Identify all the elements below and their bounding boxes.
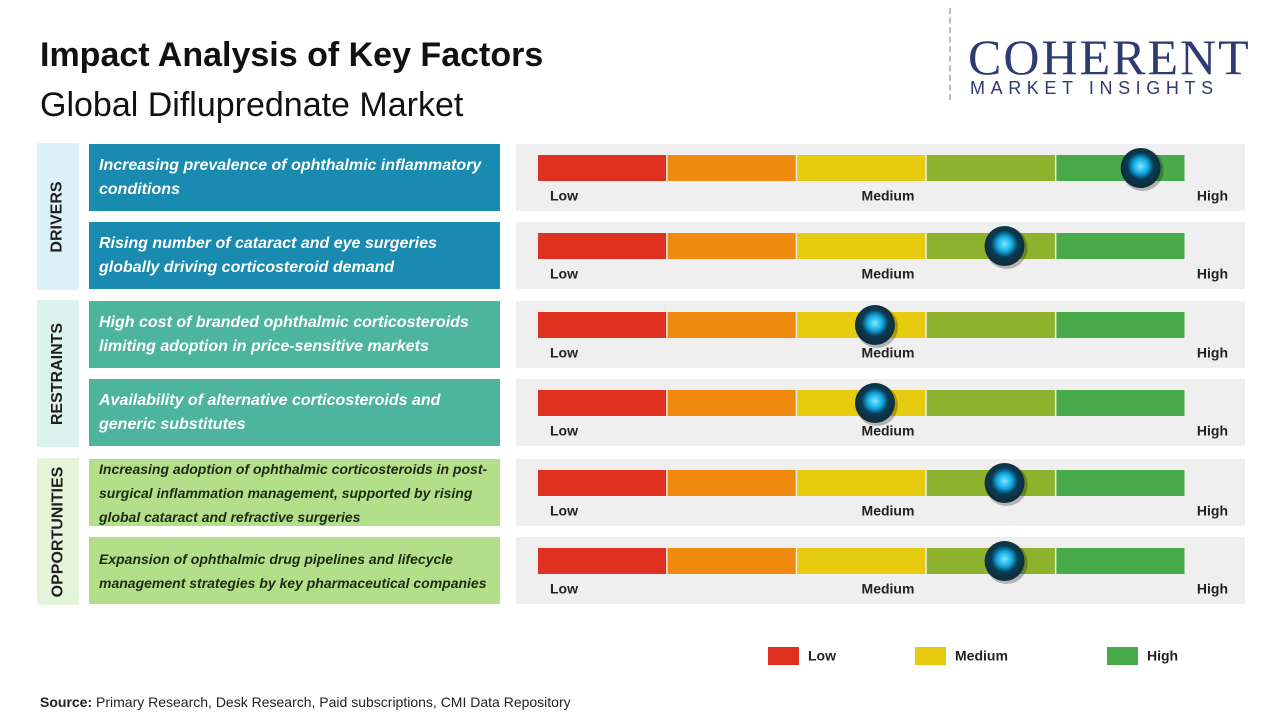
gauge-tick-label: Medium	[862, 188, 915, 204]
gauge-segment	[797, 155, 926, 181]
gauge-segment	[1056, 548, 1185, 574]
gauge-tick-label: Low	[550, 345, 578, 361]
impact-knob	[1120, 148, 1161, 188]
gauge-tick-label: Medium	[862, 503, 915, 519]
group-side: DRIVERS	[37, 143, 79, 290]
legend-swatch	[1107, 647, 1138, 665]
gauge-segment	[1056, 233, 1185, 259]
legend-swatch	[915, 647, 946, 665]
gauge-tick-label: Low	[550, 266, 578, 282]
factor-label: High cost of branded ophthalmic corticos…	[89, 301, 500, 368]
factor-label: Availability of alternative corticostero…	[89, 379, 500, 446]
group-side: RESTRAINTS	[37, 300, 79, 447]
factor-label: Increasing prevalence of ophthalmic infl…	[89, 144, 500, 211]
source-label: Source:	[40, 694, 93, 710]
gauge-tick-label: Medium	[862, 345, 915, 361]
gauge-segment	[667, 548, 796, 574]
gauge-segment	[667, 390, 796, 416]
gauge-segment	[926, 155, 1055, 181]
gauge-tick-label: Medium	[862, 266, 915, 282]
logo-name: COHERENT	[968, 29, 1251, 85]
gauge-segment	[538, 390, 667, 416]
divider	[949, 8, 951, 100]
gauge-tick-label: Low	[550, 581, 578, 597]
gauge-segment	[667, 470, 796, 496]
source-text: Primary Research, Desk Research, Paid su…	[96, 694, 571, 710]
gauge-segment	[1056, 155, 1185, 181]
gauge-tick-label: High	[1197, 581, 1228, 597]
gauge-segment	[538, 548, 667, 574]
source: Source: Primary Research, Desk Research,…	[40, 694, 571, 710]
subtitle: Global Difluprednate Market	[40, 86, 464, 124]
gauge-segment	[667, 233, 796, 259]
gauge-tick-label: Medium	[862, 423, 915, 439]
legend-label: Low	[808, 648, 836, 664]
gauge-segment	[797, 233, 926, 259]
factor-label: Expansion of ophthalmic drug pipelines a…	[89, 537, 500, 604]
gauge-tick-label: Low	[550, 188, 578, 204]
impact-knob	[854, 383, 895, 423]
gauge-tick-label: High	[1197, 423, 1228, 439]
gauge-tick-label: Low	[550, 423, 578, 439]
impact-knob	[984, 541, 1025, 581]
gauge-tick-label: High	[1197, 345, 1228, 361]
gauge-segment	[538, 155, 667, 181]
gauge-segment	[667, 312, 796, 338]
gauge-segment	[538, 312, 667, 338]
gauge-segment	[926, 390, 1055, 416]
legend-label: Medium	[955, 648, 1008, 664]
legend-label: High	[1147, 648, 1178, 664]
impact-knob	[984, 463, 1025, 503]
gauge-segment	[797, 548, 926, 574]
impact-knob	[984, 226, 1025, 266]
logo-tagline: MARKET INSIGHTS	[970, 78, 1219, 98]
gauge-tick-label: High	[1197, 266, 1228, 282]
gauge-segment	[667, 155, 796, 181]
factor-label: Increasing adoption of ophthalmic cortic…	[89, 459, 500, 526]
gauge-segment	[926, 312, 1055, 338]
gauge-tick-label: High	[1197, 188, 1228, 204]
gauge-segment	[1056, 470, 1185, 496]
gauge-segment	[1056, 312, 1185, 338]
gauge-tick-label: Medium	[862, 581, 915, 597]
gauge-segment	[797, 470, 926, 496]
factor-label: Rising number of cataract and eye surger…	[89, 222, 500, 289]
legend-swatch	[768, 647, 799, 665]
gauge-segment	[538, 470, 667, 496]
gauge-segment	[538, 233, 667, 259]
gauge-tick-label: Low	[550, 503, 578, 519]
gauge-tick-label: High	[1197, 503, 1228, 519]
gauge-segment	[1056, 390, 1185, 416]
impact-knob	[854, 305, 895, 345]
title: Impact Analysis of Key Factors	[40, 36, 544, 74]
group-side: OPPORTUNITIES	[37, 458, 79, 605]
